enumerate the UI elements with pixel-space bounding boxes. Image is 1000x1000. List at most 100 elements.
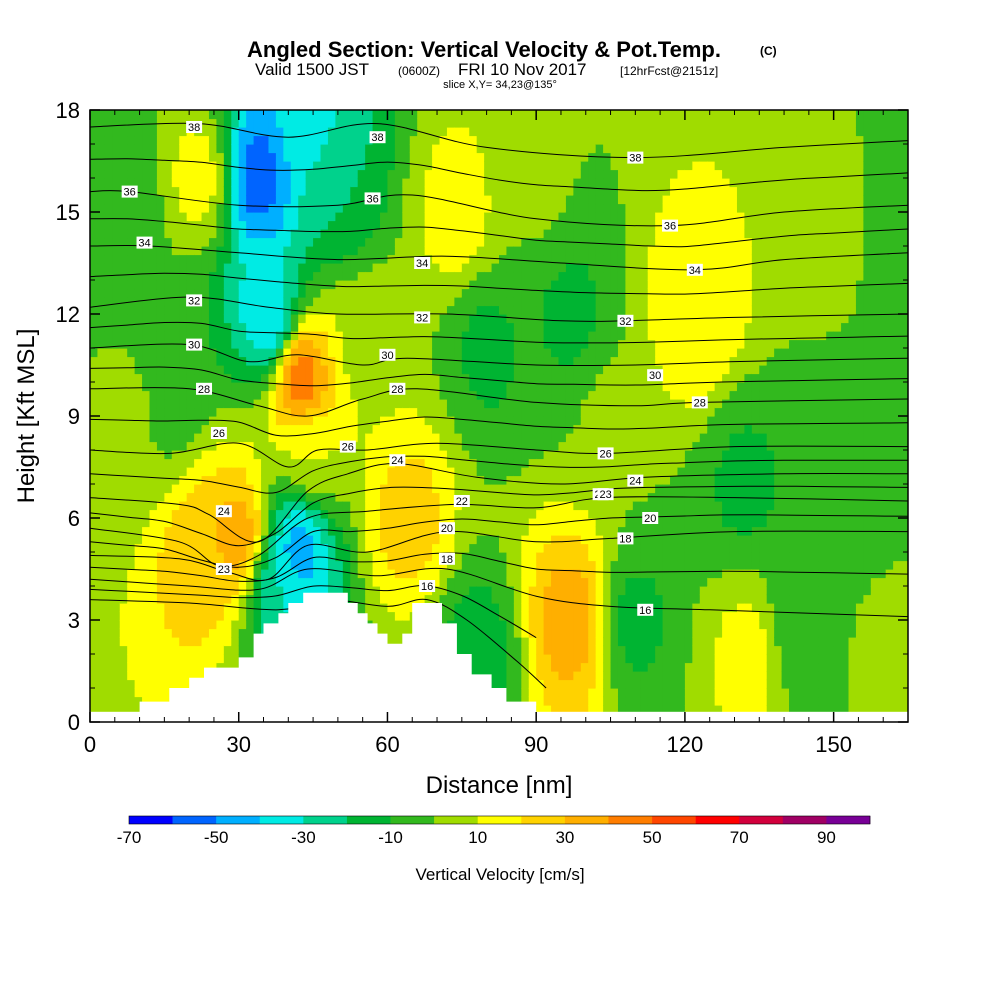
velocity-cell — [194, 322, 203, 332]
velocity-cell — [424, 458, 433, 468]
velocity-cell — [90, 263, 99, 273]
velocity-cell — [469, 229, 478, 239]
velocity-cell — [127, 407, 136, 417]
velocity-cell — [417, 322, 426, 332]
velocity-cell — [112, 220, 121, 230]
velocity-cell — [551, 280, 560, 290]
velocity-cell — [298, 407, 307, 417]
velocity-cell — [588, 433, 597, 443]
velocity-cell — [528, 110, 537, 120]
velocity-cell — [513, 271, 522, 281]
velocity-cell — [454, 594, 463, 604]
velocity-cell — [387, 569, 396, 579]
velocity-cell — [565, 356, 574, 366]
velocity-cell — [283, 178, 292, 188]
velocity-cell — [476, 297, 485, 307]
velocity-cell — [573, 152, 582, 162]
velocity-cell — [380, 569, 389, 579]
velocity-cell — [290, 254, 299, 264]
velocity-cell — [104, 628, 113, 638]
velocity-cell — [134, 399, 143, 409]
velocity-cell — [320, 356, 329, 366]
velocity-cell — [104, 331, 113, 341]
velocity-cell — [506, 297, 515, 307]
velocity-cell — [528, 526, 537, 536]
velocity-cell — [476, 399, 485, 409]
velocity-cell — [365, 365, 374, 375]
velocity-cell — [387, 186, 396, 196]
velocity-cell — [283, 467, 292, 477]
velocity-cell — [372, 611, 381, 621]
velocity-cell — [305, 526, 314, 536]
velocity-cell — [320, 195, 329, 205]
velocity-cell — [491, 509, 500, 519]
velocity-cell — [432, 161, 441, 171]
velocity-cell — [506, 416, 515, 426]
velocity-cell — [357, 577, 366, 587]
velocity-cell — [275, 229, 284, 239]
velocity-cell — [484, 637, 493, 647]
velocity-cell — [499, 263, 508, 273]
velocity-cell — [231, 144, 240, 154]
velocity-cell — [417, 203, 426, 213]
velocity-cell — [603, 552, 612, 562]
velocity-cell — [335, 127, 344, 137]
velocity-cell — [134, 475, 143, 485]
velocity-cell — [439, 560, 448, 570]
velocity-cell — [469, 399, 478, 409]
velocity-cell — [446, 144, 455, 154]
velocity-cell — [268, 178, 277, 188]
velocity-cell — [90, 169, 99, 179]
velocity-cell — [246, 560, 255, 570]
velocity-cell — [90, 688, 99, 698]
velocity-cell — [104, 382, 113, 392]
velocity-cell — [223, 237, 232, 247]
velocity-cell — [156, 169, 165, 179]
velocity-cell — [97, 518, 106, 528]
velocity-cell — [305, 552, 314, 562]
velocity-cell — [417, 348, 426, 358]
velocity-cell — [357, 161, 366, 171]
velocity-cell — [365, 110, 374, 120]
velocity-cell — [513, 399, 522, 409]
velocity-cell — [536, 688, 545, 698]
velocity-cell — [119, 526, 128, 536]
velocity-cell — [409, 458, 418, 468]
velocity-cell — [536, 382, 545, 392]
velocity-cell — [201, 135, 210, 145]
velocity-cell — [104, 543, 113, 553]
velocity-cell — [350, 331, 359, 341]
velocity-cell — [156, 475, 165, 485]
velocity-cell — [536, 526, 545, 536]
velocity-cell — [350, 586, 359, 596]
velocity-cell — [164, 450, 173, 460]
velocity-cell — [387, 628, 396, 638]
velocity-cell — [290, 535, 299, 545]
velocity-cell — [417, 382, 426, 392]
velocity-cell — [186, 645, 195, 655]
velocity-cell — [253, 560, 262, 570]
velocity-cell — [394, 331, 403, 341]
velocity-cell — [290, 526, 299, 536]
velocity-cell — [432, 271, 441, 281]
velocity-cell — [402, 195, 411, 205]
velocity-cell — [194, 203, 203, 213]
velocity-cell — [112, 424, 121, 434]
velocity-cell — [469, 127, 478, 137]
velocity-cell — [342, 416, 351, 426]
velocity-cell — [127, 475, 136, 485]
velocity-cell — [580, 620, 589, 630]
velocity-cell — [521, 118, 530, 128]
velocity-cell — [409, 450, 418, 460]
velocity-cell — [246, 390, 255, 400]
velocity-cell — [127, 611, 136, 621]
velocity-cell — [90, 237, 99, 247]
velocity-cell — [536, 611, 545, 621]
velocity-cell — [97, 382, 106, 392]
velocity-cell — [90, 535, 99, 545]
velocity-cell — [313, 569, 322, 579]
velocity-cell — [365, 390, 374, 400]
velocity-cell — [536, 373, 545, 383]
velocity-cell — [342, 339, 351, 349]
velocity-cell — [432, 433, 441, 443]
